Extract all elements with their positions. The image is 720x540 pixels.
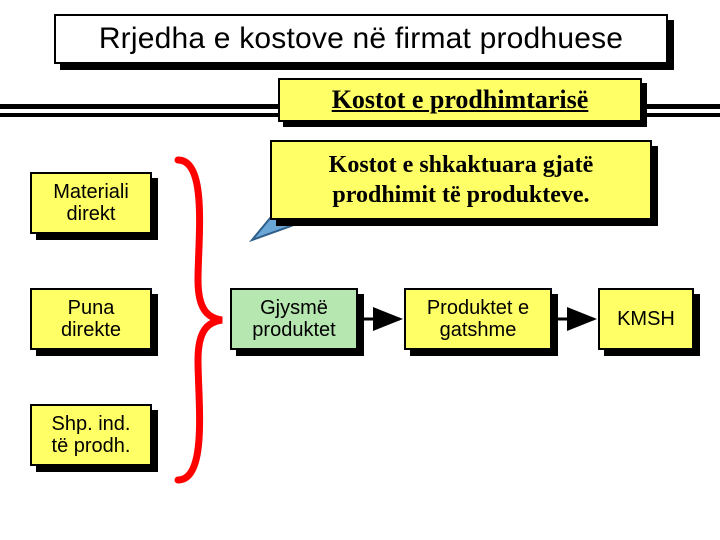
flow-step-kmsh: KMSH (598, 288, 694, 350)
input-label-line2: të prodh. (52, 435, 131, 457)
callout-text: Kostot e shkaktuara gjatë prodhimit të p… (270, 140, 652, 220)
flow-step1-line1: Gjysmë (252, 297, 335, 319)
flow-step1-line2: produktet (252, 319, 335, 341)
title-box: Rrjedha e kostove në firmat prodhuese (54, 14, 668, 64)
callout-box: Kostot e shkaktuara gjatë prodhimit të p… (270, 140, 652, 220)
input-label-line2: direkt (53, 203, 129, 225)
flow-step2-line1: Produktet e (427, 297, 529, 319)
input-box-materiali: Materiali direkt (30, 172, 152, 234)
input-box-puna: Puna direkte (30, 288, 152, 350)
subheading-text: Kostot e prodhimtarisë (278, 78, 642, 122)
input-label-line2: direkte (61, 319, 121, 341)
subheading-box: Kostot e prodhimtarisë (278, 78, 642, 122)
title-text: Rrjedha e kostove në firmat prodhuese (54, 14, 668, 64)
input-box-shpind: Shp. ind. të prodh. (30, 404, 152, 466)
flow-step3-line1: KMSH (617, 308, 675, 330)
callout-line1: Kostot e shkaktuara gjatë (329, 150, 594, 180)
flow-step2-line2: gatshme (427, 319, 529, 341)
input-label-line1: Materiali (53, 181, 129, 203)
input-label-line1: Puna (61, 297, 121, 319)
diagram-stage: Rrjedha e kostove në firmat prodhuese Ko… (0, 0, 720, 540)
flow-step-gjysme: Gjysmë produktet (230, 288, 358, 350)
input-label-line1: Shp. ind. (52, 413, 131, 435)
flow-step-produktet: Produktet e gatshme (404, 288, 552, 350)
callout-line2: prodhimit të produkteve. (329, 180, 594, 210)
